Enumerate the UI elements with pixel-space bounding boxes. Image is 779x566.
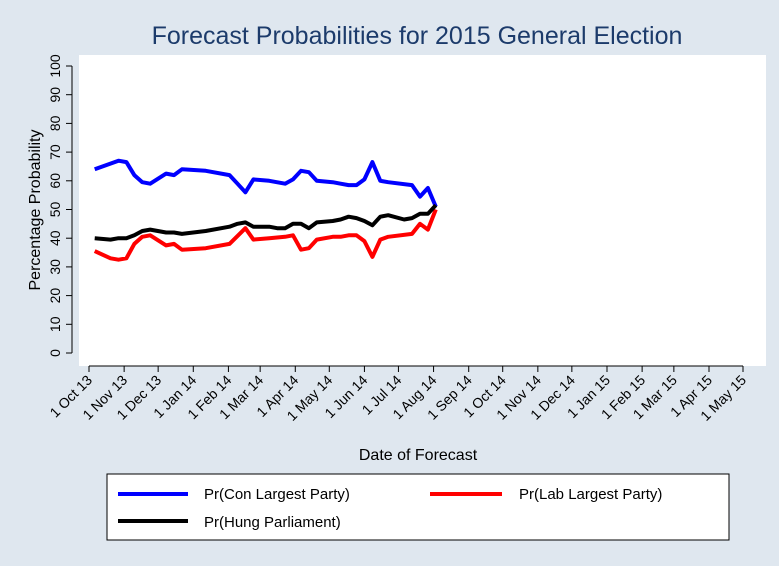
y-tick-label: 0 — [47, 349, 63, 357]
y-tick-label: 30 — [47, 259, 63, 275]
legend: Pr(Con Largest Party) Pr(Lab Largest Par… — [106, 473, 730, 541]
y-axis-title: Percentage Probability — [27, 130, 44, 291]
y-tick-label: 10 — [47, 316, 63, 332]
y-tick-label: 100 — [47, 54, 63, 78]
y-tick-label: 50 — [47, 202, 63, 218]
series-line-lab — [93, 208, 438, 262]
legend-box — [106, 473, 730, 541]
legend-label-con: Pr(Con Largest Party) — [204, 486, 350, 503]
legend-label-hung: Pr(Hung Parliament) — [204, 514, 341, 531]
y-tick-label: 90 — [47, 87, 63, 103]
y-tick-label: 40 — [47, 230, 63, 246]
x-axis-title: Date of Forecast — [359, 447, 478, 464]
y-tick-label: 20 — [47, 288, 63, 304]
y-tick-label: 60 — [47, 173, 63, 189]
plot-area — [79, 55, 766, 366]
chart-title: Forecast Probabilities for 2015 General … — [152, 22, 683, 50]
y-axis: 0 10 20 30 40 50 60 70 80 90 100 — [47, 54, 73, 357]
series-line-con — [94, 158, 438, 208]
series-layer — [93, 158, 438, 262]
y-tick-label: 70 — [47, 144, 63, 160]
legend-label-lab: Pr(Lab Largest Party) — [519, 486, 662, 503]
y-tick-label: 80 — [47, 115, 63, 131]
series-line-hung — [94, 203, 438, 242]
